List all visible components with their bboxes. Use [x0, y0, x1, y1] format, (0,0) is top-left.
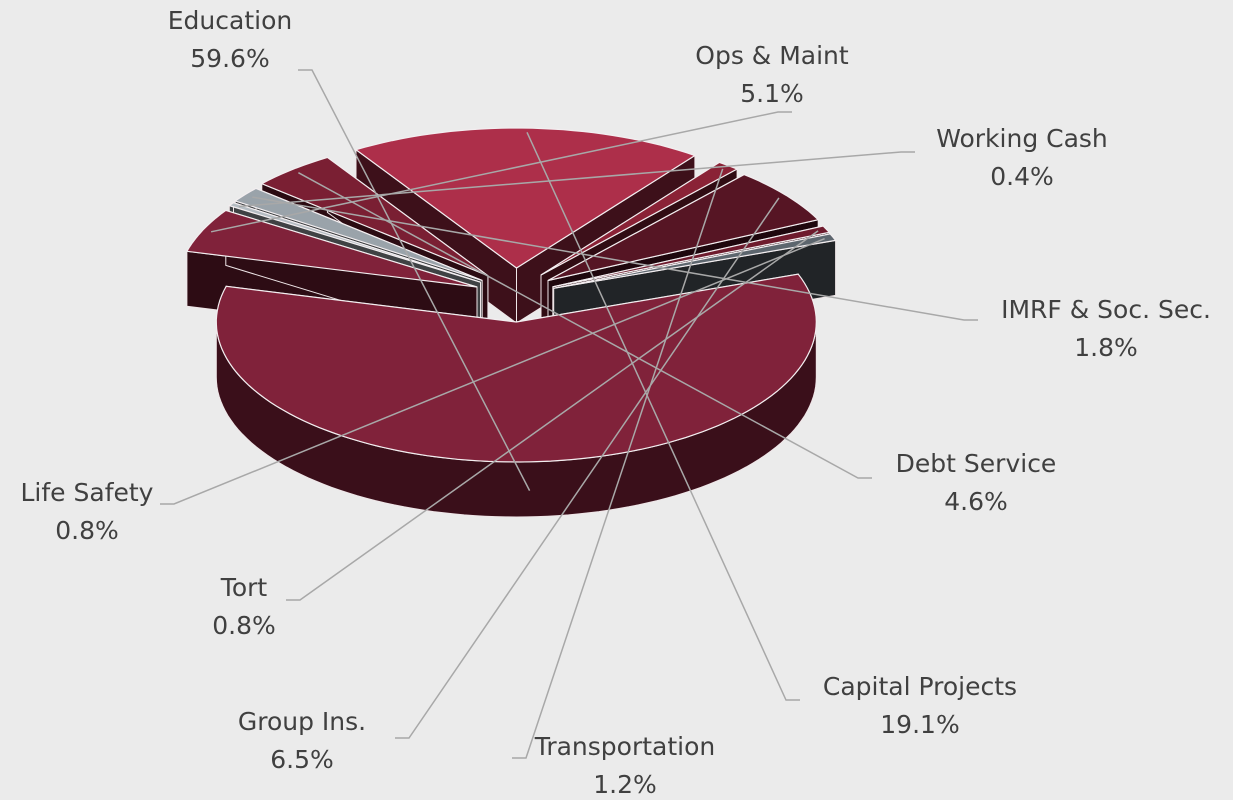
leader-line [526, 131, 800, 701]
leader-line [238, 151, 915, 208]
value-label: 4.6% [944, 487, 1008, 516]
value-label: 0.4% [990, 162, 1054, 191]
category-label: Tort [220, 573, 268, 602]
category-label: Ops & Maint [695, 41, 849, 70]
value-label: 1.2% [593, 770, 657, 799]
slice-top [260, 156, 489, 277]
slice-top [553, 233, 837, 289]
category-label: Working Cash [936, 124, 1108, 153]
value-label: 0.8% [55, 516, 119, 545]
leader-line [210, 111, 792, 233]
value-label: 6.5% [270, 745, 334, 774]
category-label: Group Ins. [238, 707, 366, 736]
slice-top [354, 127, 697, 269]
leader-line [160, 238, 825, 505]
category-label: Life Safety [21, 478, 154, 507]
slice-top [227, 202, 481, 283]
category-label: Debt Service [896, 449, 1057, 478]
category-label: IMRF & Soc. Sec. [1001, 295, 1211, 324]
leader-line [252, 196, 978, 321]
slice-top [547, 173, 820, 282]
slice-top [552, 225, 831, 288]
leader-line [298, 172, 872, 479]
value-label: 59.6% [190, 44, 269, 73]
slice-top [185, 209, 478, 288]
slice-top [215, 273, 817, 463]
value-label: 0.8% [212, 611, 276, 640]
value-label: 19.1% [880, 710, 959, 739]
category-label: Capital Projects [823, 672, 1017, 701]
leader-line [298, 69, 531, 491]
value-label: 5.1% [740, 79, 804, 108]
leader-line [286, 230, 819, 601]
category-label: Transportation [534, 732, 716, 761]
slice-top [233, 187, 483, 281]
value-label: 1.8% [1074, 333, 1138, 362]
category-label: Education [168, 6, 292, 35]
leader-line [512, 168, 724, 759]
leader-line [395, 197, 780, 739]
